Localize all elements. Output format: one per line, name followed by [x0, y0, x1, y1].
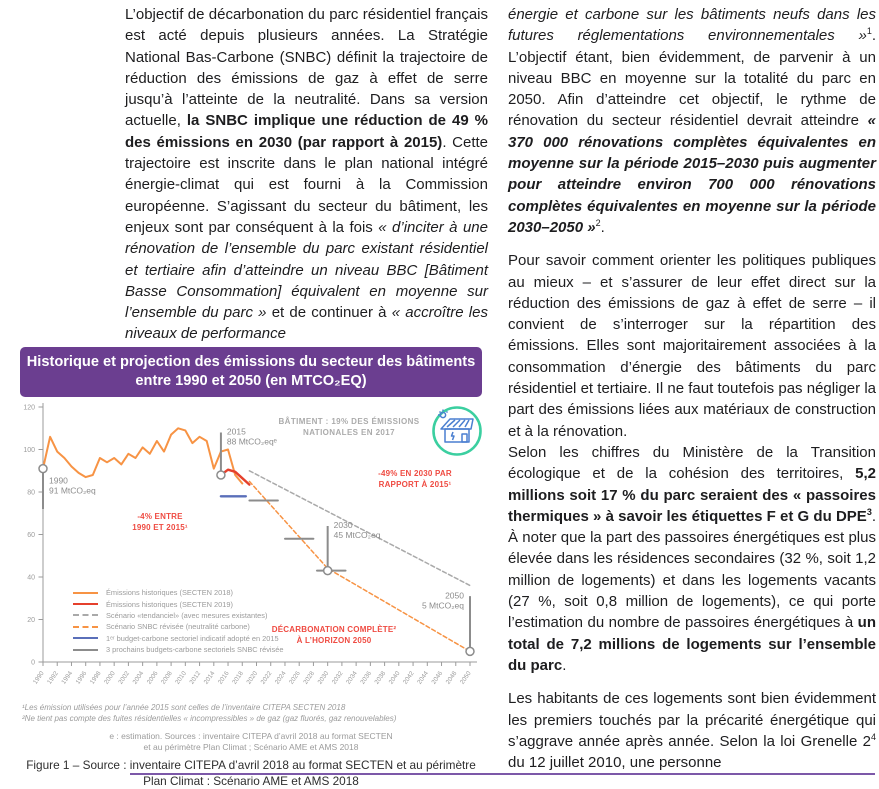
body-paragraph: Pour savoir comment orienter les politiq… [508, 252, 876, 674]
svg-text:100: 100 [23, 447, 35, 454]
svg-text:40: 40 [27, 575, 35, 582]
svg-text:2032: 2032 [331, 670, 345, 686]
body-paragraph: L’objectif de décarbonation du parc rési… [125, 6, 488, 343]
svg-text:2040: 2040 [388, 670, 402, 686]
annotation-minus-4-percent: -4% ENTRE 1990 ET 2015¹ [132, 512, 188, 532]
svg-text:45 MtCO₂eq: 45 MtCO₂eq [334, 530, 381, 540]
svg-text:2034: 2034 [345, 670, 359, 686]
figure-1: Historique et projection des émissions d… [20, 347, 482, 789]
svg-text:2050: 2050 [459, 670, 473, 686]
svg-text:2002: 2002 [117, 670, 131, 686]
svg-text:20: 20 [27, 617, 35, 624]
chart-note: BÂTIMENT : 19% DES ÉMISSIONS NATIONALES … [278, 417, 420, 437]
legend-item: Scénario SNBC révisée (neutralité carbon… [73, 621, 283, 632]
body-paragraph: énergie et carbone sur les bâtiments neu… [508, 6, 876, 236]
body-paragraph: Les habitants de ces logements sont bien… [508, 690, 876, 772]
bottom-divider [130, 773, 875, 775]
emissions-chart: 0 20 40 60 80 100 120 1990 1992 1994 1996 1998 2000 2… [20, 397, 482, 703]
svg-text:2030: 2030 [317, 670, 331, 686]
legend-label: Scénario SNBC révisée (neutralité carbon… [106, 622, 250, 632]
legend-swatch [73, 591, 98, 594]
svg-text:2015: 2015 [227, 427, 246, 437]
svg-text:60: 60 [27, 532, 35, 539]
svg-text:80: 80 [27, 490, 35, 497]
svg-text:0: 0 [31, 660, 35, 667]
legend-swatch [73, 648, 98, 651]
svg-text:2036: 2036 [359, 670, 373, 686]
footnote-1: ¹Les émission utilisées pour l’année 201… [22, 703, 346, 712]
legend-label: Émissions historiques (SECTEN 2019) [106, 599, 233, 609]
legend-item: 3 prochains budgets-carbone sectoriels S… [73, 644, 283, 655]
svg-text:2030: 2030 [334, 520, 353, 530]
house-solar-icon [432, 406, 482, 456]
svg-text:2048: 2048 [445, 670, 459, 686]
svg-text:2024: 2024 [274, 670, 288, 686]
legend-swatch [73, 637, 98, 640]
svg-text:1992: 1992 [46, 670, 60, 686]
svg-text:2018: 2018 [231, 670, 245, 686]
svg-text:2042: 2042 [402, 670, 416, 686]
left-column: L’objectif de décarbonation du parc rési… [125, 4, 488, 357]
svg-text:88 MtCO₂eqᵉ: 88 MtCO₂eqᵉ [227, 437, 277, 447]
legend-item: Émissions historiques (SECTEN 2019) [73, 598, 283, 609]
svg-text:2012: 2012 [188, 670, 202, 686]
svg-text:1994: 1994 [60, 670, 74, 686]
estimation-note: e : estimation. Sources : inventaire CIT… [109, 731, 393, 752]
svg-text:2008: 2008 [160, 670, 174, 686]
annotation-decarbonation-complete: DÉCARBONATION COMPLÈTE² À L’HORIZON 2050 [271, 625, 397, 645]
svg-text:5 MtCO₂eq: 5 MtCO₂eq [422, 600, 464, 610]
svg-text:2022: 2022 [260, 670, 274, 686]
annotation-minus-49-percent: -49% EN 2030 PAR RAPPORT À 2015¹ [378, 469, 452, 489]
svg-text:2004: 2004 [131, 670, 145, 686]
legend-label: Scénario «tendanciel» (avec mesures exis… [106, 610, 268, 620]
legend-label: Émissions historiques (SECTEN 2018) [106, 588, 233, 598]
svg-text:2016: 2016 [217, 670, 231, 686]
legend-item: Scénario «tendanciel» (avec mesures exis… [73, 610, 283, 621]
legend-label: 1ᵉʳ budget-carbone sectoriel indicatif a… [106, 633, 279, 643]
svg-text:2010: 2010 [174, 670, 188, 686]
svg-text:91 MtCO₂eq: 91 MtCO₂eq [49, 486, 96, 496]
legend-swatch [73, 603, 98, 606]
svg-text:1990: 1990 [32, 670, 46, 686]
legend-swatch [73, 614, 98, 617]
figure-title-line-1: Historique et projection des émissions d… [26, 353, 476, 370]
legend-item: Émissions historiques (SECTEN 2018) [73, 587, 283, 598]
svg-text:1996: 1996 [75, 670, 89, 686]
right-column: énergie et carbone sur les bâtiments neu… [508, 4, 876, 785]
figure-title-line-2: entre 1990 et 2050 (en MTCO₂EQ) [135, 373, 367, 389]
figure-title-banner: Historique et projection des émissions d… [20, 347, 482, 397]
legend-item: 1ᵉʳ budget-carbone sectoriel indicatif a… [73, 633, 283, 644]
svg-text:2026: 2026 [288, 670, 302, 686]
svg-text:1998: 1998 [89, 670, 103, 686]
svg-text:2046: 2046 [430, 670, 444, 686]
svg-text:2000: 2000 [103, 670, 117, 686]
svg-text:2014: 2014 [203, 670, 217, 686]
legend-label: 3 prochains budgets-carbone sectoriels S… [106, 645, 284, 655]
svg-text:2038: 2038 [373, 670, 387, 686]
svg-text:2020: 2020 [245, 670, 259, 686]
svg-text:2006: 2006 [146, 670, 160, 686]
svg-text:2028: 2028 [302, 670, 316, 686]
legend-swatch [73, 625, 98, 628]
svg-text:1990: 1990 [49, 476, 68, 486]
svg-text:2044: 2044 [416, 670, 430, 686]
svg-text:120: 120 [23, 405, 35, 412]
footnote-2: ²Ne tient pas compte des fuites résident… [22, 713, 397, 723]
svg-text:2050: 2050 [445, 590, 464, 600]
chart-legend: Émissions historiques (SECTEN 2018) Émiss… [73, 587, 283, 655]
